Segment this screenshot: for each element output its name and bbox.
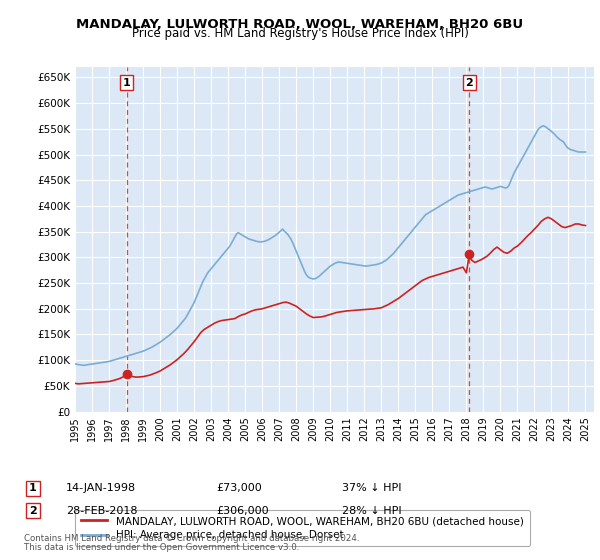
Text: 14-JAN-1998: 14-JAN-1998 <box>66 483 136 493</box>
Legend: MANDALAY, LULWORTH ROAD, WOOL, WAREHAM, BH20 6BU (detached house), HPI: Average : MANDALAY, LULWORTH ROAD, WOOL, WAREHAM, … <box>75 510 530 547</box>
Text: 1: 1 <box>29 483 37 493</box>
Text: £306,000: £306,000 <box>216 506 269 516</box>
Text: This data is licensed under the Open Government Licence v3.0.: This data is licensed under the Open Gov… <box>24 543 299 552</box>
Text: 37% ↓ HPI: 37% ↓ HPI <box>342 483 401 493</box>
Text: 28% ↓ HPI: 28% ↓ HPI <box>342 506 401 516</box>
Text: MANDALAY, LULWORTH ROAD, WOOL, WAREHAM, BH20 6BU: MANDALAY, LULWORTH ROAD, WOOL, WAREHAM, … <box>76 18 524 31</box>
Text: Price paid vs. HM Land Registry's House Price Index (HPI): Price paid vs. HM Land Registry's House … <box>131 27 469 40</box>
Text: 2: 2 <box>466 78 473 87</box>
Text: 2: 2 <box>29 506 37 516</box>
Text: 1: 1 <box>123 78 131 87</box>
Text: Contains HM Land Registry data © Crown copyright and database right 2024.: Contains HM Land Registry data © Crown c… <box>24 534 359 543</box>
Text: 28-FEB-2018: 28-FEB-2018 <box>66 506 137 516</box>
Text: £73,000: £73,000 <box>216 483 262 493</box>
